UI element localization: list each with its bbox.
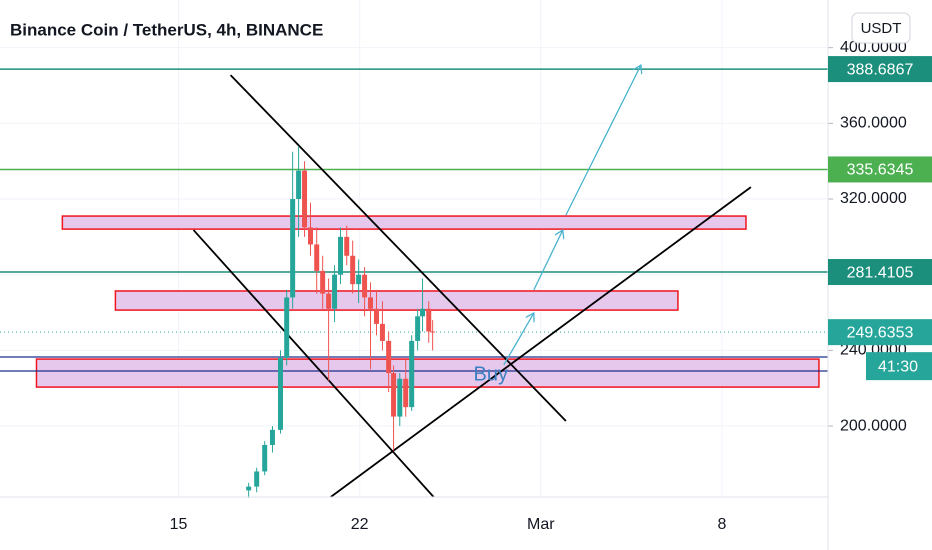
- x-tick-label: 15: [170, 516, 188, 533]
- candle-body: [302, 170, 308, 228]
- candle-body: [409, 340, 415, 408]
- trend-line: [229, 74, 567, 422]
- candle-body: [344, 236, 350, 256]
- candle-body: [430, 331, 436, 333]
- candle-body: [415, 316, 421, 341]
- arrow: [533, 230, 563, 291]
- candle-body: [338, 236, 344, 275]
- candle-body: [320, 270, 326, 294]
- countdown-label: 41:30: [878, 358, 918, 375]
- price-label: 281.4105: [847, 264, 914, 281]
- candle-body: [332, 274, 338, 309]
- price-label-box: [828, 56, 932, 83]
- price-label-box: [828, 156, 932, 183]
- countdown-box: [866, 352, 932, 381]
- candle-body: [296, 170, 302, 200]
- y-tick-label: 360.0000: [840, 115, 907, 132]
- y-tick-label: 320.0000: [840, 190, 907, 207]
- arrow: [565, 65, 641, 216]
- candle-body: [254, 471, 260, 487]
- candle-body: [386, 340, 392, 374]
- candle-body: [262, 444, 268, 472]
- price-label: 335.6345: [847, 162, 914, 179]
- candle-body: [403, 378, 409, 408]
- x-tick-label: 22: [351, 516, 369, 533]
- candle-body: [246, 486, 252, 491]
- candle-body: [314, 244, 320, 271]
- candle-body: [368, 297, 374, 309]
- candle-body: [356, 274, 362, 285]
- trend-line: [192, 229, 435, 498]
- x-tick-label: 8: [717, 516, 726, 533]
- candle-body: [426, 308, 432, 332]
- candle-body: [269, 429, 275, 445]
- price-label: 388.6867: [847, 61, 914, 78]
- y-tick-label: 200.0000: [840, 417, 907, 434]
- chart-title: Binance Coin / TetherUS, 4h, BINANCE: [10, 20, 323, 39]
- candle-body: [326, 293, 332, 309]
- candle-body: [391, 373, 397, 417]
- candle-body: [373, 308, 379, 324]
- candle-body: [308, 227, 313, 245]
- candle-body: [379, 323, 385, 341]
- currency-button[interactable]: [851, 12, 911, 44]
- x-tick-label: Mar: [527, 516, 555, 533]
- price-label-box: [828, 259, 932, 286]
- zone: [61, 215, 747, 230]
- arrow: [503, 313, 534, 366]
- candle-body: [277, 357, 283, 430]
- candle-body: [284, 297, 290, 358]
- annotation: Buy: [474, 364, 508, 386]
- candle-body: [290, 199, 296, 298]
- zone: [114, 290, 679, 311]
- trend-line: [330, 186, 752, 498]
- last-price-box: [828, 319, 932, 346]
- candle-body: [362, 274, 368, 298]
- candle-body: [350, 255, 356, 285]
- last-price-label: 249.6353: [847, 324, 914, 341]
- candle-body: [420, 308, 426, 317]
- currency-label[interactable]: USDT: [861, 20, 902, 37]
- candle-body: [397, 378, 403, 417]
- zone: [35, 358, 820, 388]
